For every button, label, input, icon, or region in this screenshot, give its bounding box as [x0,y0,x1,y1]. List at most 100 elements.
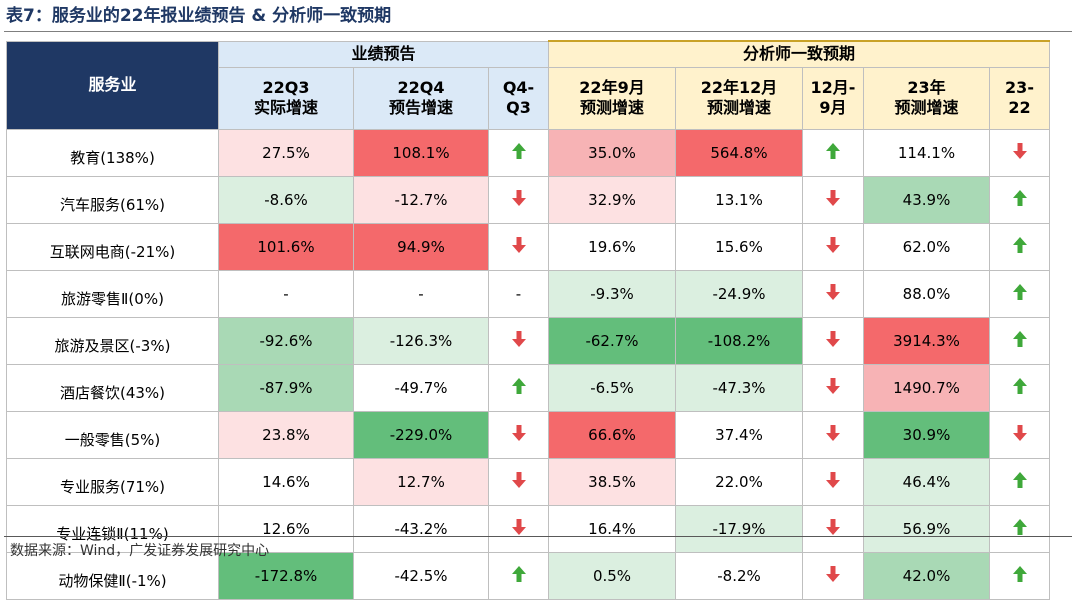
cell-22-sep-forecast: -62.7% [548,316,676,365]
col-header-23: 23年 预测增速 [863,66,990,130]
cell-22q4-forecast: -229.0% [353,410,489,459]
cell-22-dec-forecast: 13.1% [675,175,803,224]
cell-22q3-actual: 101.6% [218,222,354,271]
cell-22-dec-forecast: -17.9% [675,504,803,553]
data-table: 服务业 业绩预告 分析师一致预期 22Q3 实际增速 22Q4 预告增速 Q4- Q3… [6,40,1050,600]
cell-22-dec-forecast: 37.4% [675,410,803,459]
cell-22q3-actual: 23.8% [218,410,354,459]
cell-22q4-forecast: -49.7% [353,363,489,412]
cell-22q3-actual: -8.6% [218,175,354,224]
col-header-22-sep: 22年9月 预测增速 [548,66,676,130]
cell-23-vs-22-up-arrow-icon [989,551,1050,600]
cell-23-forecast: 62.0% [863,222,990,271]
cell-dec-vs-sep-down-arrow-icon [802,457,864,506]
cell-q4-vs-q3-down-arrow-icon [488,410,549,459]
cell-23-forecast: 3914.3% [863,316,990,365]
cell-22-dec-forecast: 22.0% [675,457,803,506]
cell-23-vs-22-up-arrow-icon [989,363,1050,412]
table-row: 教育(138%) 27.5% 108.1% 35.0% 564.8% 114.1% [6,128,1050,177]
cell-22-sep-forecast: -6.5% [548,363,676,412]
cell-22-sep-forecast: 19.6% [548,222,676,271]
cell-22q4-forecast: 108.1% [353,128,489,177]
cell-22-dec-forecast: 15.6% [675,222,803,271]
col-header-22-dec: 22年12月 预测增速 [675,66,803,130]
cell-q4-vs-q3-up-arrow-icon [488,363,549,412]
cell-23-forecast: 43.9% [863,175,990,224]
cell-22q4-forecast: -42.5% [353,551,489,600]
cell-22q4-forecast: - [353,269,489,318]
cell-22-sep-forecast: 35.0% [548,128,676,177]
cell-22q3-actual: -92.6% [218,316,354,365]
cell-22-sep-forecast: 16.4% [548,504,676,553]
cell-22-dec-forecast: -47.3% [675,363,803,412]
cell-q4-vs-q3: - [488,269,549,318]
cell-23-vs-22-up-arrow-icon [989,269,1050,318]
footer-divider [4,536,1072,537]
cell-22-dec-forecast: -108.2% [675,316,803,365]
cell-22q3-actual: 12.6% [218,504,354,553]
cell-q4-vs-q3-up-arrow-icon [488,128,549,177]
cell-22q4-forecast: 12.7% [353,457,489,506]
table-row: 旅游及景区(-3%) -92.6% -126.3% -62.7% -108.2% 3914… [6,316,1050,365]
cell-23-vs-22-up-arrow-icon [989,175,1050,224]
industry-label: 旅游零售Ⅱ(0%) [6,269,219,318]
table-row: 专业服务(71%) 14.6% 12.7% 38.5% 22.0% 46.4% [6,457,1050,506]
group-header-consensus: 分析师一致预期 [548,40,1050,68]
cell-22-sep-forecast: 0.5% [548,551,676,600]
industry-label: 一般零售(5%) [6,410,219,459]
cell-23-forecast: 30.9% [863,410,990,459]
cell-22-dec-forecast: 564.8% [675,128,803,177]
table-row: 旅游零售Ⅱ(0%) - - - -9.3% -24.9% 88.0% [6,269,1050,318]
table-row: 一般零售(5%) 23.8% -229.0% 66.6% 37.4% 30.9% [6,410,1050,459]
col-header-dec-sep: 12月- 9月 [802,66,864,130]
cell-23-vs-22-up-arrow-icon [989,316,1050,365]
col-header-q4-q3: Q4- Q3 [488,66,549,130]
industry-label: 教育(138%) [6,128,219,177]
cell-22q3-actual: 27.5% [218,128,354,177]
table-row: 互联网电商(-21%) 101.6% 94.9% 19.6% 15.6% 62.0% [6,222,1050,271]
cell-23-forecast: 56.9% [863,504,990,553]
cell-22q4-forecast: -12.7% [353,175,489,224]
cell-q4-vs-q3-up-arrow-icon [488,551,549,600]
source-note: 数据来源：Wind，广发证券发展研究中心 [10,543,270,559]
industry-label: 汽车服务(61%) [6,175,219,224]
cell-q4-vs-q3-down-arrow-icon [488,222,549,271]
cell-22-dec-forecast: -8.2% [675,551,803,600]
cell-dec-vs-sep-down-arrow-icon [802,410,864,459]
cell-23-forecast: 46.4% [863,457,990,506]
industry-label: 互联网电商(-21%) [6,222,219,271]
cell-22q4-forecast: 94.9% [353,222,489,271]
cell-23-vs-22-up-arrow-icon [989,457,1050,506]
cell-22-sep-forecast: 38.5% [548,457,676,506]
cell-23-vs-22-up-arrow-icon [989,222,1050,271]
group-header-performance: 业绩预告 [218,40,549,68]
cell-dec-vs-sep-down-arrow-icon [802,363,864,412]
cell-q4-vs-q3-down-arrow-icon [488,504,549,553]
table-title: 表7：服务业的22年报业绩预告 & 分析师一致预期 [6,6,392,26]
cell-q4-vs-q3-down-arrow-icon [488,457,549,506]
cell-dec-vs-sep-down-arrow-icon [802,222,864,271]
cell-23-vs-22-up-arrow-icon [989,504,1050,553]
industry-label: 酒店餐饮(43%) [6,363,219,412]
cell-23-forecast: 42.0% [863,551,990,600]
cell-23-forecast: 88.0% [863,269,990,318]
table-row: 汽车服务(61%) -8.6% -12.7% 32.9% 13.1% 43.9% [6,175,1050,224]
title-divider [4,31,1072,32]
cell-dec-vs-sep-down-arrow-icon [802,316,864,365]
col-header-22q4: 22Q4 预告增速 [353,66,489,130]
cell-dec-vs-sep-down-arrow-icon [802,269,864,318]
cell-dec-vs-sep-down-arrow-icon [802,175,864,224]
table-body: 教育(138%) 27.5% 108.1% 35.0% 564.8% 114.1% 汽车服务… [6,128,1050,600]
row-label-header: 服务业 [6,40,219,130]
col-header-23-22: 23- 22 [989,66,1050,130]
cell-23-vs-22-down-arrow-icon [989,128,1050,177]
cell-23-forecast: 1490.7% [863,363,990,412]
industry-label: 旅游及景区(-3%) [6,316,219,365]
cell-dec-vs-sep-up-arrow-icon [802,128,864,177]
industry-label: 专业服务(71%) [6,457,219,506]
cell-22-sep-forecast: -9.3% [548,269,676,318]
cell-22-sep-forecast: 66.6% [548,410,676,459]
cell-dec-vs-sep-down-arrow-icon [802,504,864,553]
cell-22-dec-forecast: -24.9% [675,269,803,318]
table-row: 酒店餐饮(43%) -87.9% -49.7% -6.5% -47.3% 1490.7% [6,363,1050,412]
